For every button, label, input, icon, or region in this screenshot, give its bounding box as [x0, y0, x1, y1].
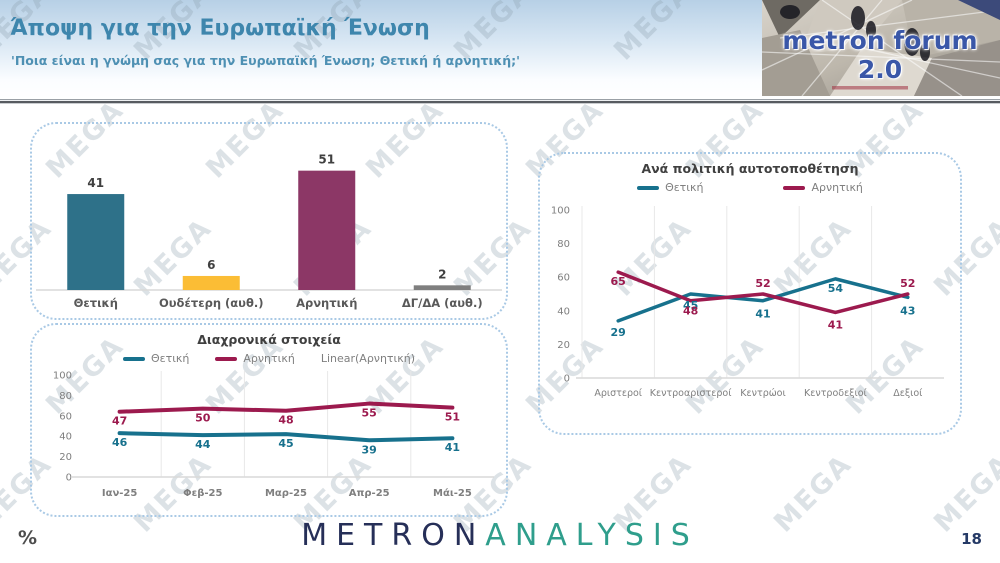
- slide-subtitle: 'Ποια είναι η γνώμη σας για την Ευρωπαϊκ…: [11, 53, 521, 68]
- svg-text:46: 46: [112, 436, 128, 449]
- svg-text:43: 43: [900, 304, 915, 317]
- legend-label-linear: Linear(Αρνητική): [320, 352, 416, 365]
- legend-item-positive: Θετική: [122, 352, 190, 365]
- legend-label-positive: Θετική: [150, 352, 190, 365]
- svg-text:65: 65: [611, 275, 626, 288]
- series-Θετική: [117, 431, 455, 443]
- panel-timeline: Διαχρονικά στοιχεία Θετική Αρνητική Line…: [30, 323, 508, 517]
- svg-text:41: 41: [445, 441, 460, 454]
- page-number: 18: [961, 530, 982, 548]
- svg-text:Κεντρώοι: Κεντρώοι: [740, 388, 785, 399]
- political-title: Ανά πολιτική αυτοτοποθέτηση: [641, 161, 859, 176]
- svg-text:2: 2: [438, 267, 446, 281]
- timeline-legend: Θετική Αρνητική Linear(Αρνητική): [32, 352, 506, 365]
- timeline-line-chart: 0 20 40 60 80 100 Ιαν-25 Φεβ-25 Μαρ-25 Απρ-25 Μάι-…: [53, 371, 494, 499]
- svg-text:Κεντροαριστεροί: Κεντροαριστεροί: [650, 388, 732, 399]
- svg-text:0: 0: [564, 374, 570, 385]
- legend-item-linear: Linear(Αρνητική): [321, 352, 415, 365]
- svg-text:ΔΓ/ΔΑ (αυθ.): ΔΓ/ΔΑ (αυθ.): [402, 296, 483, 310]
- svg-text:40: 40: [557, 306, 570, 317]
- svg-text:20: 20: [59, 452, 72, 463]
- timeline-title: Διαχρονικά στοιχεία: [197, 332, 341, 347]
- svg-text:29: 29: [611, 326, 626, 339]
- footer-brand: METRONANALYSIS: [0, 518, 1000, 553]
- svg-text:Θετική: Θετική: [74, 296, 118, 310]
- svg-text:51: 51: [445, 411, 460, 424]
- svg-text:6: 6: [207, 258, 215, 272]
- svg-text:Αρνητική: Αρνητική: [296, 296, 357, 310]
- svg-text:80: 80: [59, 391, 72, 402]
- svg-text:41: 41: [828, 318, 843, 331]
- legend-swatch-negative: [783, 185, 806, 190]
- svg-text:45: 45: [278, 437, 293, 450]
- svg-text:52: 52: [900, 277, 915, 290]
- panel-overall-opinion: 41 Θετική 6 Ουδέτερη (αυθ.) 51 Αρνητική 2 ΔΓ/ΔΑ…: [30, 122, 508, 320]
- svg-text:41: 41: [755, 308, 770, 321]
- svg-text:Ιαν-25: Ιαν-25: [102, 488, 138, 499]
- percent-note: %: [18, 527, 38, 549]
- svg-text:48: 48: [683, 305, 698, 318]
- svg-text:Αριστεροί: Αριστεροί: [594, 388, 642, 399]
- svg-text:45: 45: [683, 299, 698, 312]
- legend-item-positive: Θετική: [637, 181, 703, 194]
- svg-text:51: 51: [318, 153, 335, 167]
- bar-3: [413, 285, 471, 290]
- logo-text: metron forum 2.0: [782, 26, 978, 84]
- svg-text:20: 20: [557, 340, 570, 351]
- bar-0: [67, 194, 125, 290]
- legend-swatch-negative: [215, 356, 238, 361]
- brand-metron: METRON: [301, 518, 486, 553]
- header-separator: [0, 99, 1000, 104]
- svg-text:52: 52: [755, 277, 770, 290]
- svg-text:55: 55: [362, 407, 377, 420]
- panel-political: Ανά πολιτική αυτοτοποθέτηση Θετική Αρνητ…: [538, 152, 962, 435]
- series-Αρνητική: [616, 270, 910, 315]
- svg-text:100: 100: [53, 371, 72, 382]
- legend-swatch-positive: [637, 185, 660, 190]
- political-line-chart: 0 20 40 60 80 100 Αριστεροί Κεντροαριστεροί Κεντ…: [551, 206, 944, 399]
- svg-text:80: 80: [557, 239, 570, 250]
- svg-text:60: 60: [59, 411, 72, 422]
- legend-item-negative: Αρνητική: [215, 352, 295, 365]
- legend-label-negative: Αρνητική: [811, 181, 863, 194]
- political-legend: Θετική Αρνητική: [540, 181, 960, 194]
- legend-label-positive: Θετική: [665, 181, 704, 194]
- svg-text:50: 50: [195, 412, 211, 425]
- svg-text:48: 48: [278, 414, 293, 427]
- metron-forum-logo: metron forum 2.0: [762, 0, 1000, 96]
- svg-text:Ουδέτερη (αυθ.): Ουδέτερη (αυθ.): [159, 296, 263, 310]
- series-Αρνητική: [117, 401, 455, 414]
- svg-text:40: 40: [59, 432, 72, 443]
- overall-bar-chart: 41 Θετική 6 Ουδέτερη (αυθ.) 51 Αρνητική 2 ΔΓ/ΔΑ…: [36, 153, 502, 310]
- svg-text:100: 100: [551, 206, 570, 217]
- legend-swatch-positive: [122, 356, 145, 361]
- svg-text:47: 47: [112, 415, 127, 428]
- svg-text:Απρ-25: Απρ-25: [349, 488, 390, 499]
- series-Θετική: [616, 277, 910, 323]
- svg-text:Κεντροδεξιοί: Κεντροδεξιοί: [804, 388, 868, 399]
- svg-text:39: 39: [362, 443, 377, 456]
- svg-text:60: 60: [557, 273, 570, 284]
- brand-analysis: ANALYSIS: [485, 518, 699, 553]
- svg-text:Φεβ-25: Φεβ-25: [183, 488, 222, 499]
- svg-text:44: 44: [195, 438, 211, 451]
- bar-2: [298, 170, 356, 290]
- svg-text:Δεξιοί: Δεξιοί: [893, 388, 923, 399]
- bar-1: [182, 275, 240, 290]
- svg-text:Μάι-25: Μάι-25: [433, 487, 472, 499]
- legend-item-negative: Αρνητική: [783, 181, 863, 194]
- svg-text:41: 41: [87, 176, 104, 190]
- svg-text:0: 0: [66, 473, 72, 484]
- slide-title: Άποψη για την Ευρωπαϊκή Ένωση: [10, 16, 430, 41]
- logo-photo: [762, 0, 1000, 96]
- svg-text:54: 54: [828, 282, 844, 295]
- legend-label-negative: Αρνητική: [243, 352, 295, 365]
- svg-text:Μαρ-25: Μαρ-25: [265, 488, 307, 499]
